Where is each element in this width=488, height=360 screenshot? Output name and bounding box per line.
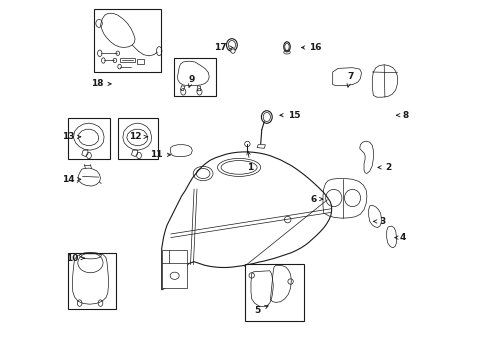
Text: 14: 14 (62, 175, 81, 184)
Ellipse shape (226, 39, 237, 51)
Polygon shape (162, 250, 186, 288)
Ellipse shape (98, 50, 102, 57)
Text: 1: 1 (246, 151, 253, 172)
Text: 3: 3 (373, 217, 385, 226)
Text: 8: 8 (396, 111, 408, 120)
Text: 10: 10 (66, 253, 84, 263)
Ellipse shape (102, 58, 105, 63)
Text: 11: 11 (150, 150, 170, 159)
Ellipse shape (118, 64, 121, 69)
Text: 18: 18 (91, 80, 111, 89)
Text: 17: 17 (213, 43, 232, 52)
Bar (94, 9, 160, 72)
Bar (244, 264, 303, 321)
Text: 5: 5 (254, 306, 267, 315)
Text: 7: 7 (346, 72, 353, 87)
Ellipse shape (230, 49, 235, 53)
Ellipse shape (261, 111, 272, 123)
Ellipse shape (283, 42, 289, 52)
Bar (68, 253, 115, 309)
Bar (173, 58, 216, 96)
Text: 16: 16 (301, 43, 321, 52)
Polygon shape (136, 59, 143, 64)
Polygon shape (162, 152, 331, 290)
Text: 15: 15 (279, 111, 300, 120)
Text: 6: 6 (309, 194, 322, 204)
Text: 9: 9 (188, 75, 195, 87)
Text: 13: 13 (62, 132, 81, 141)
Bar (118, 118, 158, 159)
Text: 4: 4 (394, 233, 405, 242)
Text: 12: 12 (129, 132, 147, 141)
Bar (68, 118, 109, 159)
Text: 2: 2 (377, 163, 390, 172)
Polygon shape (120, 58, 134, 62)
